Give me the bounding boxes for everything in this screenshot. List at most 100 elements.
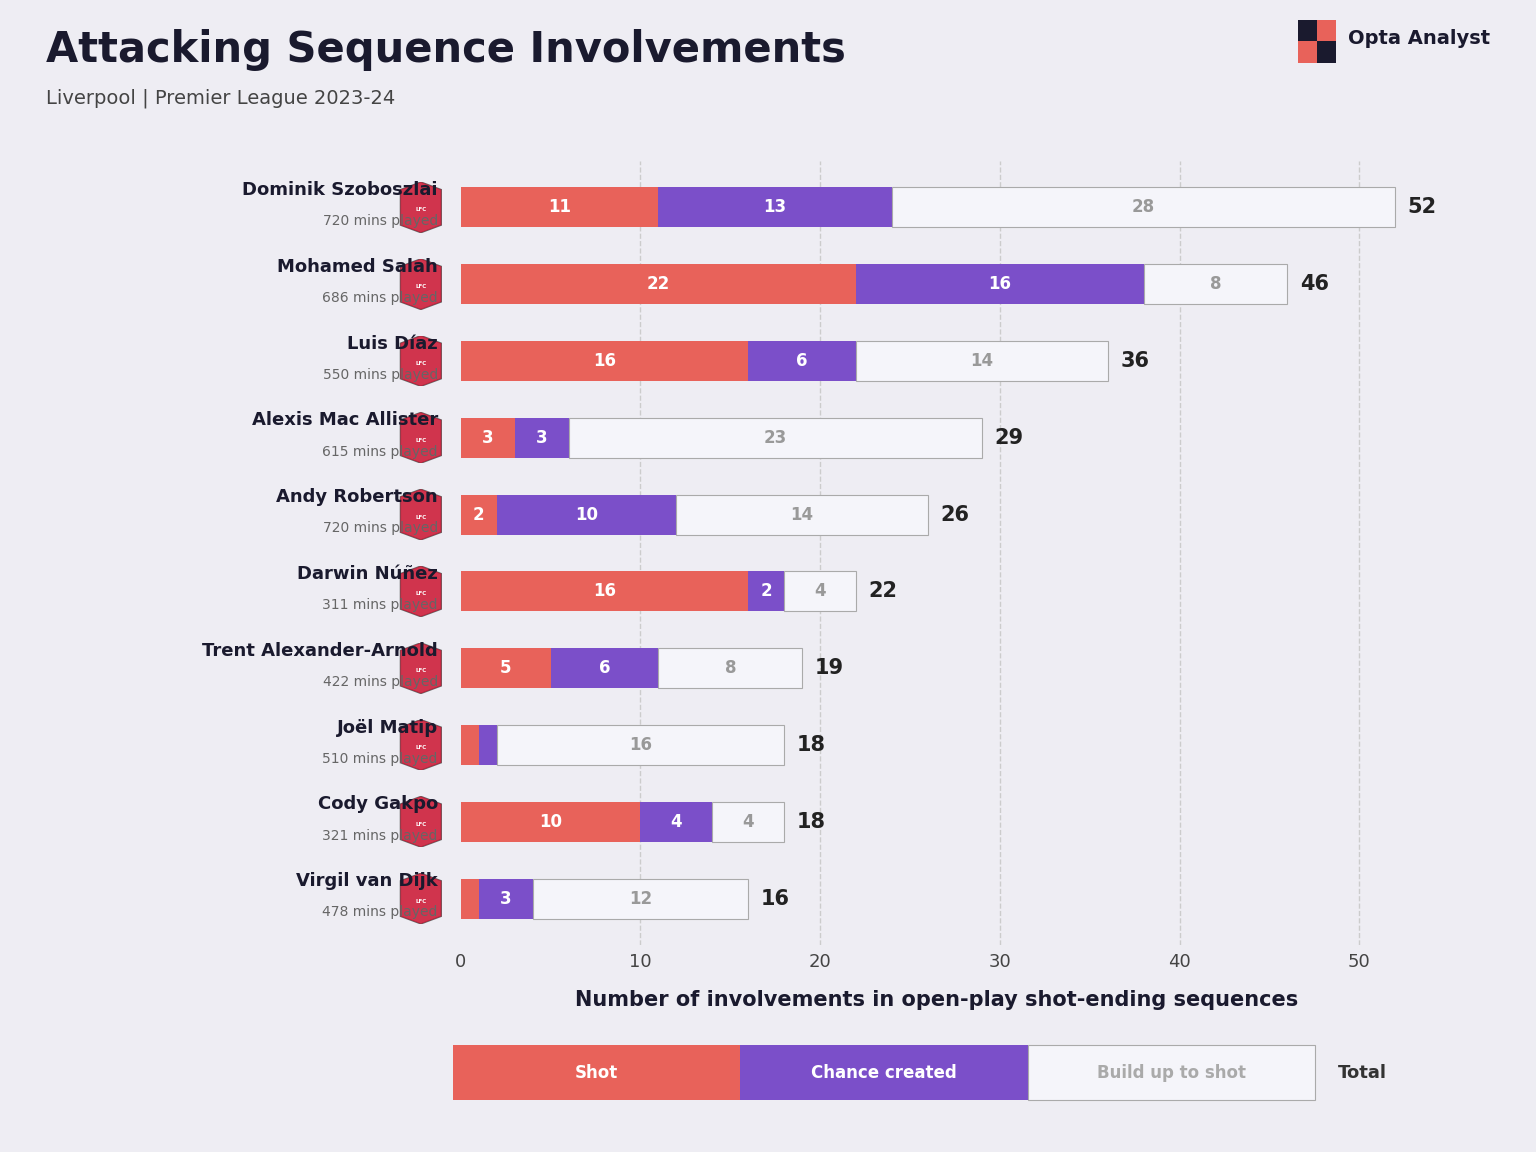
- Polygon shape: [401, 412, 441, 463]
- Text: 8: 8: [725, 659, 736, 677]
- Bar: [641, 802, 713, 842]
- Text: 13: 13: [763, 198, 786, 217]
- Text: Cody Gakpo: Cody Gakpo: [318, 796, 438, 813]
- Text: LFC: LFC: [415, 899, 427, 903]
- Text: 5: 5: [501, 659, 511, 677]
- Text: Virgil van Dijk: Virgil van Dijk: [296, 872, 438, 890]
- Text: 3: 3: [536, 429, 547, 447]
- Text: LFC: LFC: [415, 591, 427, 597]
- Text: 686 mins played: 686 mins played: [323, 291, 438, 305]
- Polygon shape: [401, 412, 441, 463]
- Text: 2: 2: [473, 506, 484, 523]
- Text: Andy Robertson: Andy Robertson: [276, 488, 438, 506]
- Bar: [461, 802, 641, 842]
- Text: 52: 52: [1407, 197, 1436, 218]
- Text: LFC: LFC: [415, 821, 427, 827]
- Text: 311 mins played: 311 mins played: [323, 598, 438, 612]
- Polygon shape: [401, 182, 441, 233]
- Text: Attacking Sequence Involvements: Attacking Sequence Involvements: [46, 29, 846, 70]
- Bar: [515, 418, 568, 457]
- Bar: [479, 725, 496, 765]
- Bar: [659, 188, 892, 227]
- Text: Chance created: Chance created: [811, 1063, 957, 1082]
- Text: 4: 4: [742, 813, 754, 831]
- Text: 16: 16: [593, 353, 616, 370]
- Text: 28: 28: [1132, 198, 1155, 217]
- Polygon shape: [401, 566, 441, 616]
- Bar: [461, 725, 479, 765]
- Text: LFC: LFC: [415, 361, 427, 366]
- Text: 4: 4: [671, 813, 682, 831]
- Text: 6: 6: [797, 353, 808, 370]
- Polygon shape: [401, 335, 441, 386]
- Text: 18: 18: [797, 812, 826, 832]
- Polygon shape: [401, 720, 441, 771]
- Text: Shot: Shot: [574, 1063, 619, 1082]
- Polygon shape: [401, 335, 441, 386]
- Polygon shape: [401, 259, 441, 310]
- Bar: [1316, 41, 1336, 63]
- Text: 11: 11: [548, 198, 571, 217]
- Text: 16: 16: [760, 888, 790, 909]
- Bar: [461, 879, 479, 918]
- Text: 615 mins played: 615 mins played: [323, 445, 438, 458]
- Text: 8: 8: [1210, 275, 1221, 293]
- Text: 12: 12: [628, 889, 653, 908]
- Text: 6: 6: [599, 659, 610, 677]
- Polygon shape: [401, 720, 441, 771]
- Bar: [1298, 20, 1316, 41]
- Bar: [892, 188, 1395, 227]
- Text: 29: 29: [994, 427, 1023, 448]
- Text: 321 mins played: 321 mins played: [323, 828, 438, 842]
- Text: 18: 18: [797, 735, 826, 755]
- Text: 510 mins played: 510 mins played: [323, 752, 438, 766]
- Bar: [748, 341, 856, 381]
- Text: Opta Analyst: Opta Analyst: [1347, 29, 1490, 47]
- Polygon shape: [401, 182, 441, 233]
- Polygon shape: [401, 490, 441, 540]
- Bar: [461, 649, 550, 688]
- Bar: [461, 341, 748, 381]
- Bar: [748, 571, 785, 612]
- Text: 720 mins played: 720 mins played: [323, 214, 438, 228]
- Text: Dominik Szoboszlai: Dominik Szoboszlai: [243, 181, 438, 199]
- Bar: [676, 494, 928, 535]
- Text: 16: 16: [628, 736, 651, 753]
- Text: LFC: LFC: [415, 285, 427, 289]
- Text: 720 mins played: 720 mins played: [323, 522, 438, 536]
- Bar: [461, 571, 748, 612]
- Polygon shape: [401, 873, 441, 924]
- Bar: [1316, 20, 1336, 41]
- Polygon shape: [401, 643, 441, 694]
- Text: 2: 2: [760, 583, 773, 600]
- Text: 3: 3: [482, 429, 493, 447]
- Text: LFC: LFC: [415, 207, 427, 212]
- Text: Luis Díaz: Luis Díaz: [347, 335, 438, 353]
- Bar: [568, 418, 982, 457]
- Text: Total: Total: [1338, 1063, 1387, 1082]
- Text: 550 mins played: 550 mins played: [323, 367, 438, 381]
- Polygon shape: [401, 873, 441, 924]
- Bar: [461, 264, 856, 304]
- Text: LFC: LFC: [415, 745, 427, 750]
- Polygon shape: [401, 490, 441, 540]
- Text: 10: 10: [574, 506, 598, 523]
- Bar: [461, 494, 496, 535]
- Bar: [533, 879, 748, 918]
- Bar: [785, 571, 856, 612]
- Bar: [461, 188, 659, 227]
- Text: 14: 14: [971, 353, 994, 370]
- Bar: [713, 802, 785, 842]
- Text: 22: 22: [647, 275, 670, 293]
- Text: 26: 26: [940, 505, 969, 524]
- Polygon shape: [401, 566, 441, 616]
- X-axis label: Number of involvements in open-play shot-ending sequences: Number of involvements in open-play shot…: [576, 991, 1298, 1010]
- Text: 14: 14: [791, 506, 814, 523]
- Bar: [1298, 41, 1316, 63]
- Text: 36: 36: [1120, 351, 1149, 371]
- Text: LFC: LFC: [415, 438, 427, 442]
- Polygon shape: [401, 643, 441, 694]
- Text: 22: 22: [869, 582, 897, 601]
- Text: Alexis Mac Allister: Alexis Mac Allister: [252, 411, 438, 430]
- Text: LFC: LFC: [415, 515, 427, 520]
